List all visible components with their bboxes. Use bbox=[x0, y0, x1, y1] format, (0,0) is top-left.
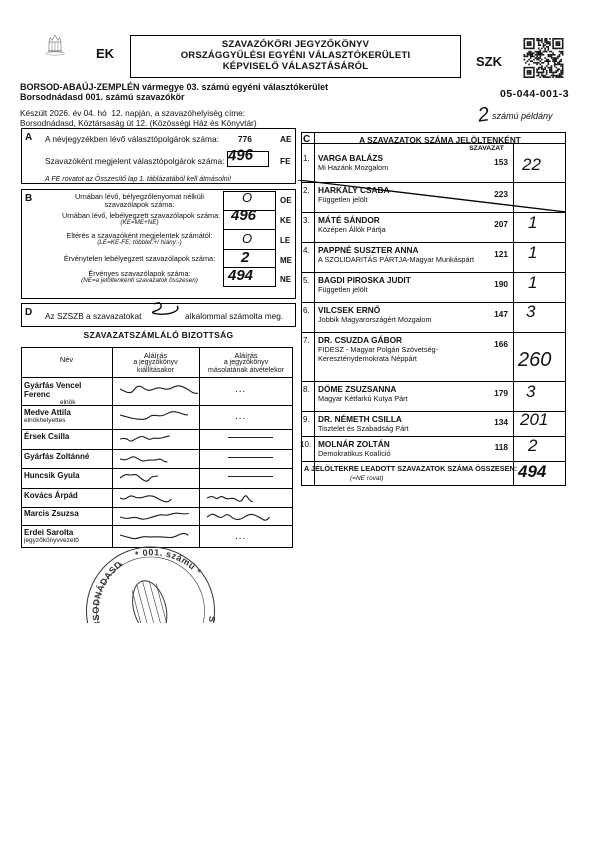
svg-text:*: * bbox=[118, 562, 125, 574]
svg-text:* 001. számú *: * 001. számú * bbox=[134, 536, 204, 591]
svg-text:BORSODNÁDASD: BORSODNÁDASD bbox=[86, 558, 142, 623]
